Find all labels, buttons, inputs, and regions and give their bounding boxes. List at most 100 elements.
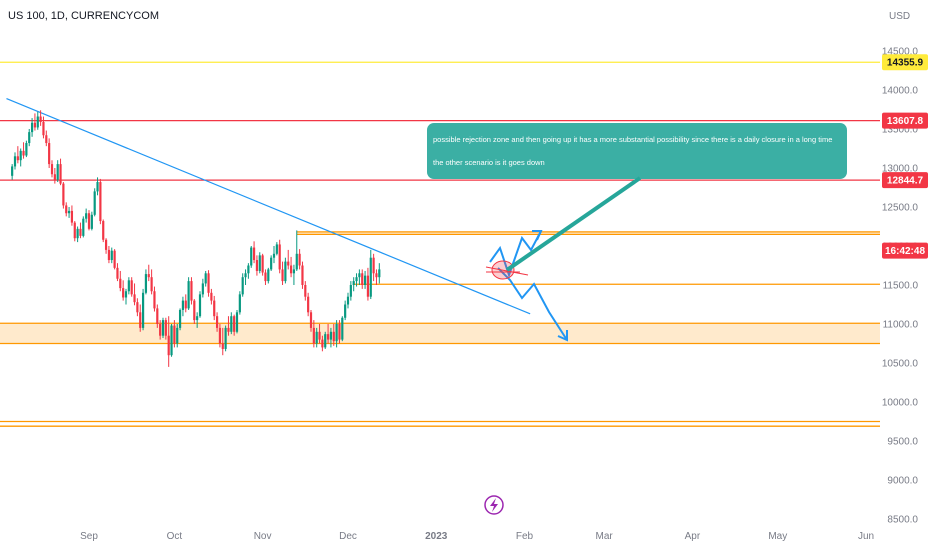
candle-body [349, 285, 352, 297]
candle-body [315, 331, 318, 344]
candle [181, 296, 185, 317]
candle-body [16, 156, 19, 161]
x-tick-label: Dec [339, 531, 357, 542]
candle [11, 164, 14, 180]
candle-body [247, 265, 250, 274]
candle-body [369, 257, 372, 297]
candle-body [233, 316, 236, 332]
candle [107, 246, 111, 264]
candle-body [321, 339, 324, 348]
candle-body [119, 278, 122, 289]
candle [170, 324, 173, 357]
candle-body [341, 317, 344, 340]
candle [65, 202, 68, 217]
candle [79, 222, 82, 239]
candle [176, 324, 179, 348]
candle [99, 178, 102, 225]
candle-body [181, 300, 185, 310]
candle-body [184, 300, 187, 309]
y-tick-label: 13500.0 [882, 125, 919, 136]
currency-label: USD [889, 11, 910, 22]
candle-body [127, 280, 130, 292]
candle [264, 269, 267, 285]
candle [122, 280, 125, 301]
y-tick-label: 9500.0 [887, 437, 918, 448]
candle [116, 263, 119, 282]
candle [307, 292, 310, 317]
x-tick-label: 2023 [425, 531, 448, 542]
y-tick-label: 13000.0 [882, 164, 919, 175]
lightning-icon[interactable] [484, 495, 504, 515]
candle [93, 188, 96, 217]
y-tick-label: 10500.0 [882, 359, 919, 370]
y-tick-label: 11000.0 [883, 320, 919, 331]
candle [50, 160, 54, 178]
candle [366, 267, 370, 301]
candle-body [190, 281, 193, 301]
candle-body [378, 269, 381, 278]
candle [241, 273, 244, 297]
candle-body [144, 274, 148, 293]
price-label: 14355.9 [887, 58, 924, 69]
candle [287, 249, 290, 270]
candle [213, 295, 216, 321]
candle [207, 270, 210, 297]
candle [358, 269, 361, 285]
candle [349, 281, 352, 301]
candle-body [375, 273, 378, 278]
candle [82, 216, 85, 238]
y-tick-label: 8500.0 [887, 515, 918, 526]
candle [193, 299, 196, 324]
candle-body [30, 122, 34, 133]
candle [190, 277, 193, 305]
candle [278, 239, 281, 274]
candle-body [99, 182, 102, 222]
annotation-line-2: the other scenario is it goes down [433, 158, 545, 167]
callout-pointer [505, 176, 642, 272]
candle [321, 335, 324, 352]
candle-body [329, 331, 333, 340]
candle-body [39, 116, 42, 122]
candle-body [278, 244, 281, 270]
y-tick-label: 11500.0 [883, 281, 919, 292]
candle [255, 255, 259, 276]
candle [110, 247, 113, 264]
candle-body [287, 261, 290, 266]
candle [312, 320, 315, 348]
candle [22, 142, 25, 159]
candle [298, 249, 301, 270]
candle [301, 261, 304, 289]
candle-body [85, 213, 88, 219]
candle [90, 211, 93, 231]
candle-body [207, 273, 210, 293]
candle [196, 312, 199, 328]
y-tick-label: 9000.0 [887, 476, 918, 487]
candle [164, 317, 167, 340]
candle [270, 255, 273, 271]
candle [130, 277, 133, 297]
candle-body [204, 273, 207, 284]
candle-body [255, 260, 259, 271]
candle [324, 331, 327, 349]
candle [161, 317, 165, 339]
candle [244, 269, 247, 285]
candle [235, 309, 239, 334]
candle [250, 246, 253, 268]
price-label-bg [882, 242, 928, 259]
candle-body [19, 150, 22, 161]
candle-body [307, 296, 310, 313]
candle [85, 208, 88, 223]
scenario-up-arrow [489, 230, 542, 279]
candle [53, 168, 56, 184]
price-label-bg [882, 54, 928, 71]
candle [28, 129, 31, 147]
candle [147, 264, 150, 282]
candle [178, 308, 182, 331]
candle [247, 263, 250, 279]
x-tick-label: May [768, 531, 787, 542]
candle [136, 298, 139, 317]
candle-body [93, 191, 96, 215]
candle-body [366, 275, 370, 297]
candle-body [50, 164, 54, 175]
